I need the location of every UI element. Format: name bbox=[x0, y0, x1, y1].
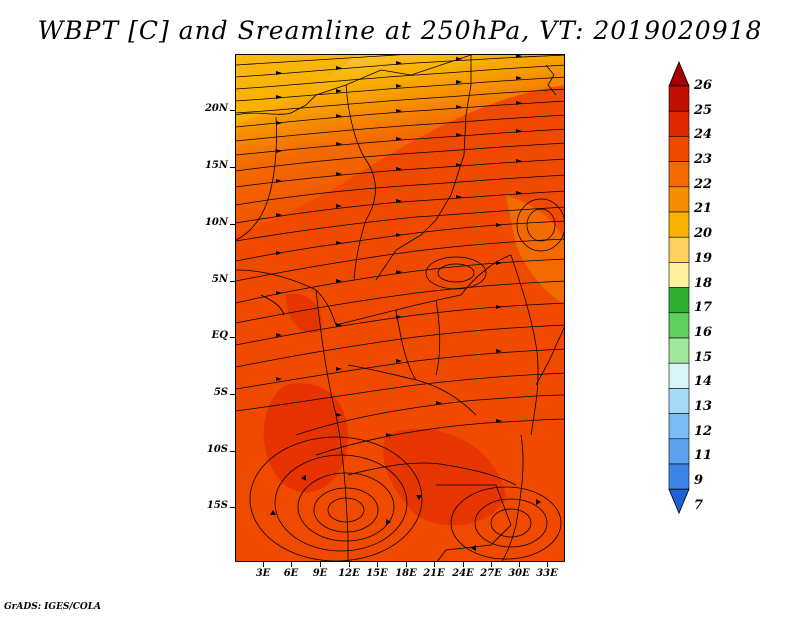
lat-label: 5N bbox=[211, 274, 228, 285]
colorbar-segment bbox=[668, 110, 690, 137]
lat-label: EQ bbox=[211, 330, 228, 341]
lat-label: 15N bbox=[204, 160, 228, 171]
lon-label: 27E bbox=[480, 568, 502, 579]
lat-label: 15S bbox=[206, 500, 228, 511]
map-panel bbox=[235, 54, 565, 562]
colorbar-segment bbox=[668, 337, 690, 364]
lon-label: 18E bbox=[395, 568, 417, 579]
colorbar-segment bbox=[668, 413, 690, 440]
coolest-region bbox=[236, 55, 356, 125]
colorbar-segment bbox=[668, 438, 690, 465]
colorbar-segment bbox=[668, 388, 690, 414]
warm-east-region bbox=[506, 195, 564, 304]
colorbar-label: 13 bbox=[694, 399, 713, 415]
colorbar-bottom-arrow bbox=[668, 488, 690, 515]
lon-label: 15E bbox=[366, 568, 388, 579]
colorbar-segment bbox=[668, 186, 690, 213]
colorbar-label: 16 bbox=[694, 324, 713, 340]
lat-label: 20N bbox=[204, 103, 228, 114]
lat-label: 10N bbox=[204, 217, 228, 228]
colorbar-label: 19 bbox=[694, 250, 713, 266]
colorbar-segment bbox=[668, 262, 690, 288]
streamlines bbox=[236, 55, 564, 561]
country-borders bbox=[236, 55, 564, 561]
colorbar-label: 22 bbox=[694, 176, 713, 192]
lon-label: 6E bbox=[283, 568, 299, 579]
colorbar-label: 24 bbox=[694, 127, 713, 143]
colorbar-label: 25 bbox=[694, 102, 713, 118]
colorbar-label: 18 bbox=[694, 275, 713, 291]
warm-core-west bbox=[263, 383, 348, 493]
warm-core-south bbox=[383, 428, 506, 526]
colorbar-segment bbox=[668, 463, 690, 490]
colorbar-segment bbox=[668, 161, 690, 188]
colorbar-label: 21 bbox=[694, 201, 713, 217]
colorbar-segment bbox=[668, 236, 690, 263]
colorbar-label: 26 bbox=[694, 78, 713, 93]
colorbar-segment bbox=[668, 85, 690, 112]
colorbar-segment bbox=[668, 287, 690, 314]
colorbar-label: 12 bbox=[694, 423, 713, 439]
colorbar-label: 9 bbox=[694, 473, 704, 489]
lon-label: 12E bbox=[338, 568, 360, 579]
colorbar-segment bbox=[668, 312, 690, 339]
colorbar-label: 7 bbox=[694, 497, 704, 513]
chart-title: WBPT [C] and Sreamline at 250hPa, VT: 20… bbox=[37, 16, 763, 45]
colorbar-label: 20 bbox=[694, 226, 713, 242]
lon-label: 33E bbox=[536, 568, 558, 579]
lat-label: 5S bbox=[213, 387, 228, 398]
colorbar bbox=[668, 60, 690, 515]
colorbar-label: 14 bbox=[694, 374, 713, 390]
colorbar-segment bbox=[668, 211, 690, 238]
lon-label: 30E bbox=[508, 568, 530, 579]
colorbar-segment bbox=[668, 362, 690, 389]
colorbar-label: 11 bbox=[694, 448, 713, 464]
colorbar-segment bbox=[668, 136, 690, 162]
lon-label: 9E bbox=[312, 568, 328, 579]
lon-label: 24E bbox=[452, 568, 474, 579]
lon-label: 3E bbox=[255, 568, 271, 579]
cool-north-region bbox=[236, 55, 564, 235]
colorbar-label: 23 bbox=[694, 152, 713, 168]
credit-text: GrADS: IGES/COLA bbox=[4, 602, 102, 612]
colorbar-label: 17 bbox=[694, 300, 713, 316]
lat-label: 10S bbox=[206, 444, 228, 455]
streamline-map bbox=[236, 55, 564, 561]
streamline-arrows bbox=[270, 55, 541, 551]
lon-label: 21E bbox=[423, 568, 445, 579]
colorbar-label: 15 bbox=[694, 349, 713, 365]
colorbar-top-arrow bbox=[668, 60, 690, 87]
